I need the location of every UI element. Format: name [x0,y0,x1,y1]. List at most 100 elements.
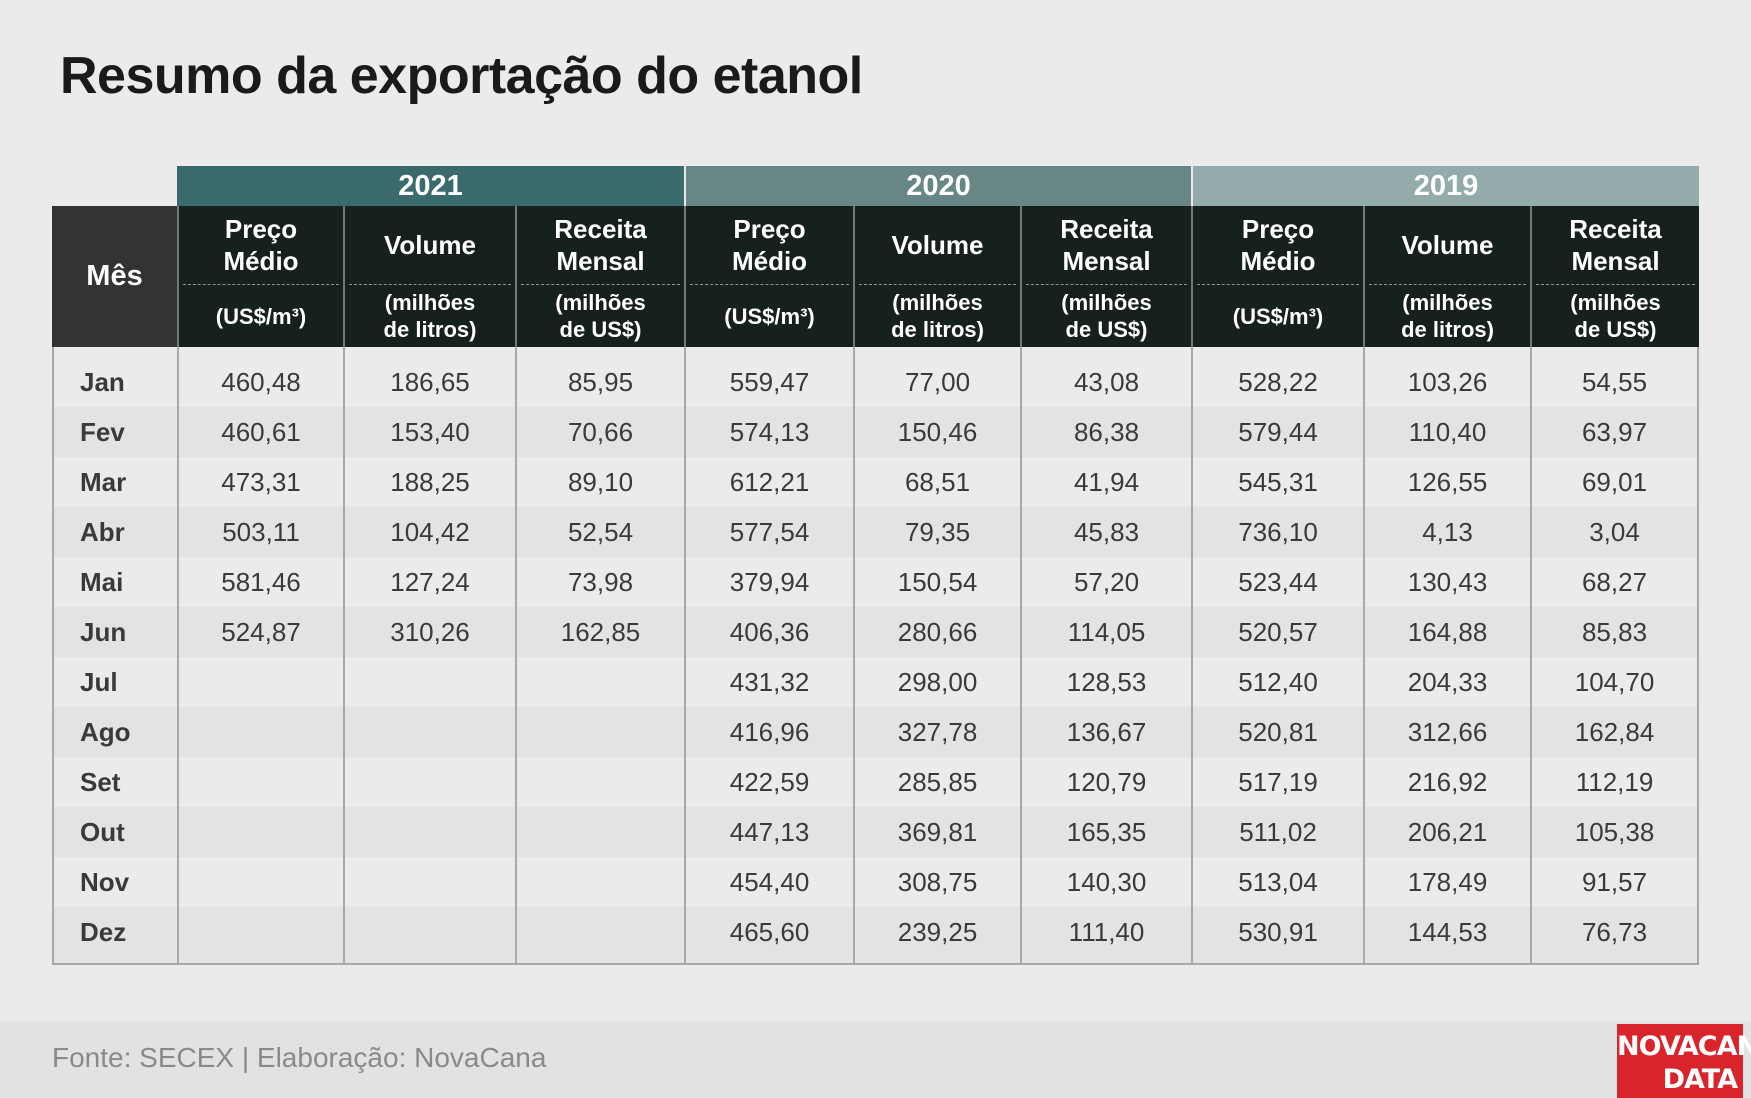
column-label: Preço Médio [690,206,850,285]
table-cell: 164,88 [1363,607,1531,657]
column-header-2020-2: Receita Mensal (milhões de US$) [1020,206,1192,347]
table-cell: 153,40 [343,407,515,457]
table-cell: 473,31 [177,457,343,507]
table-cell: 68,27 [1530,557,1700,607]
table-row: Jun 524,87 310,26 162,85 406,36 280,66 114,05 5… [52,607,1700,657]
table-cell: 528,22 [1191,347,1364,407]
table-cell: 517,19 [1191,757,1364,807]
month-label: Jan [52,347,177,407]
table-cell: 114,05 [1020,607,1192,657]
table-cell: 79,35 [853,507,1021,557]
table-cell: 120,79 [1020,757,1192,807]
table-cell: 574,13 [684,407,854,457]
month-label: Nov [52,857,177,907]
table-cell: 465,60 [684,907,854,965]
table-cell: 54,55 [1530,347,1700,407]
column-header-2019-1: Volume (milhões de litros) [1363,206,1531,347]
table-cell: 460,61 [177,407,343,457]
column-unit: (US$/m³) [724,303,815,329]
column-unit: (US$/m³) [215,303,307,329]
month-label: Abr [52,507,177,557]
table-cell: 150,54 [853,557,1021,607]
table-cell: 111,40 [1020,907,1192,965]
table-cell [515,707,685,757]
table-cell: 85,83 [1530,607,1700,657]
table-cell: 612,21 [684,457,854,507]
month-label: Ago [52,707,177,757]
table-cell: 140,30 [1020,857,1192,907]
table-cell: 45,83 [1020,507,1192,557]
table-cell: 579,44 [1191,407,1364,457]
column-header-2021-0: Preço Médio (US$/m³) [177,206,343,347]
month-label: Jun [52,607,177,657]
table-cell: 162,84 [1530,707,1700,757]
table-cell: 512,40 [1191,657,1364,707]
table-cell: 559,47 [684,347,854,407]
table-cell [177,657,343,707]
table-cell: 104,42 [343,507,515,557]
table-cell [177,907,343,965]
table-cell: 162,85 [515,607,685,657]
table-cell: 327,78 [853,707,1021,757]
table-cell: 216,92 [1363,757,1531,807]
table-cell [177,757,343,807]
table-cell [177,807,343,857]
table-cell: 178,49 [1363,857,1531,907]
table-row: Nov 454,40 308,75 140,30 513,04 178,49 91,57 [52,857,1700,907]
novacana-data-logo: NOVACANA DATA [1617,1024,1751,1098]
column-header-2020-1: Volume (milhões de litros) [853,206,1021,347]
month-label: Mai [52,557,177,607]
column-unit: (milhões de US$) [555,290,646,342]
table-cell [515,657,685,707]
footer: Fonte: SECEX | Elaboração: NovaCana NOVA… [0,1022,1751,1098]
table-cell: 91,57 [1530,857,1700,907]
table-row: Jan 460,48 186,65 85,95 559,47 77,00 43,08 528,… [52,347,1700,407]
table-cell: 581,46 [177,557,343,607]
column-label: Preço Médio [1197,206,1360,285]
table-cell: 103,26 [1363,347,1531,407]
table-cell: 524,87 [177,607,343,657]
column-header-2020-0: Preço Médio (US$/m³) [684,206,854,347]
column-unit: (milhões de litros) [383,290,477,342]
table-row: Out 447,13 369,81 165,35 511,02 206,21 105,38 [52,807,1700,857]
logo-line-2: DATA [1662,1064,1738,1095]
table-body: Jan 460,48 186,65 85,95 559,47 77,00 43,08 528,… [52,347,1700,965]
table-cell: 447,13 [684,807,854,857]
table-row: Mar 473,31 188,25 89,10 612,21 68,51 41,94 545,… [52,457,1700,507]
column-unit: (milhões de US$) [1570,290,1661,342]
table-cell: 523,44 [1191,557,1364,607]
table-cell: 85,95 [515,347,685,407]
table-cell: 736,10 [1191,507,1364,557]
table-cell: 239,25 [853,907,1021,965]
table-cell: 285,85 [853,757,1021,807]
table-cell: 130,43 [1363,557,1531,607]
month-label: Mar [52,457,177,507]
month-column-header: Mês [52,206,177,347]
column-header-row: Mês Preço Médio (US$/m³) Volume (milhões de… [52,206,1700,347]
logo-line-1: NOVACANA [1617,1031,1751,1062]
table-cell: 379,94 [684,557,854,607]
table-cell: 545,31 [1191,457,1364,507]
month-label: Fev [52,407,177,457]
column-label: Receita Mensal [1536,206,1696,285]
table-cell: 52,54 [515,507,685,557]
month-label: Set [52,757,177,807]
table-cell [343,657,515,707]
table-cell: 69,01 [1530,457,1700,507]
table-cell [515,757,685,807]
table-cell: 57,20 [1020,557,1192,607]
column-label: Preço Médio [183,206,339,285]
table-cell: 416,96 [684,707,854,757]
table-cell: 188,25 [343,457,515,507]
year-header-2019: 2019 [1191,166,1700,206]
table-cell: 126,55 [1363,457,1531,507]
table-cell: 460,48 [177,347,343,407]
table-cell: 70,66 [515,407,685,457]
corner-blank [52,166,177,206]
table-cell: 68,51 [853,457,1021,507]
table-cell: 520,57 [1191,607,1364,657]
table-cell: 431,32 [684,657,854,707]
table-cell: 298,00 [853,657,1021,707]
table-cell: 530,91 [1191,907,1364,965]
table-cell: 110,40 [1363,407,1531,457]
